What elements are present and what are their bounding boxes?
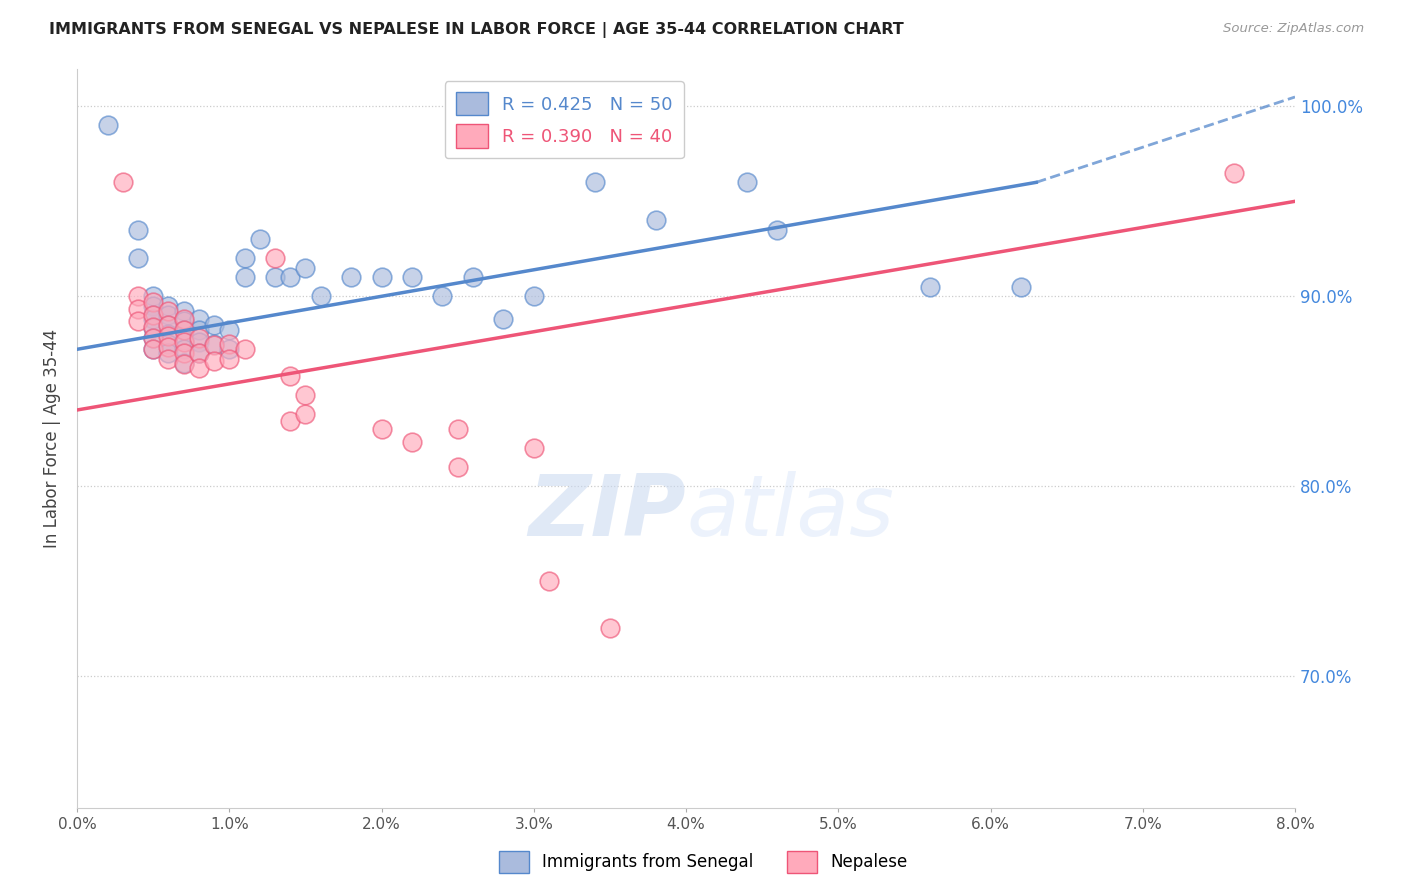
- Point: [202, 318, 225, 332]
- Point: [401, 435, 423, 450]
- Point: [173, 343, 195, 357]
- Point: [142, 319, 165, 334]
- Point: [142, 331, 165, 345]
- Point: [142, 331, 165, 345]
- Point: [157, 299, 180, 313]
- Y-axis label: In Labor Force | Age 35-44: In Labor Force | Age 35-44: [44, 329, 60, 548]
- Point: [111, 175, 134, 189]
- Point: [187, 331, 209, 345]
- Point: [599, 621, 621, 635]
- Point: [278, 368, 301, 383]
- Point: [157, 329, 180, 343]
- Point: [447, 459, 470, 474]
- Point: [187, 323, 209, 337]
- Point: [173, 323, 195, 337]
- Point: [264, 251, 287, 265]
- Point: [766, 223, 789, 237]
- Point: [157, 336, 180, 351]
- Point: [918, 279, 941, 293]
- Point: [249, 232, 271, 246]
- Point: [142, 294, 165, 309]
- Point: [127, 289, 149, 303]
- Point: [157, 318, 180, 332]
- Point: [202, 336, 225, 351]
- Point: [187, 312, 209, 326]
- Point: [142, 343, 165, 357]
- Point: [127, 251, 149, 265]
- Point: [340, 270, 363, 285]
- Point: [218, 343, 240, 357]
- Point: [127, 314, 149, 328]
- Text: IMMIGRANTS FROM SENEGAL VS NEPALESE IN LABOR FORCE | AGE 35-44 CORRELATION CHART: IMMIGRANTS FROM SENEGAL VS NEPALESE IN L…: [49, 22, 904, 38]
- Point: [173, 312, 195, 326]
- Point: [173, 314, 195, 328]
- Point: [96, 119, 118, 133]
- Text: atlas: atlas: [686, 471, 894, 554]
- Point: [233, 270, 256, 285]
- Point: [735, 175, 758, 189]
- Point: [294, 388, 316, 402]
- Point: [187, 361, 209, 376]
- Text: Source: ZipAtlas.com: Source: ZipAtlas.com: [1223, 22, 1364, 36]
- Point: [202, 353, 225, 368]
- Point: [187, 346, 209, 360]
- Point: [173, 333, 195, 347]
- Point: [173, 304, 195, 318]
- Point: [173, 334, 195, 349]
- Point: [1223, 166, 1246, 180]
- Point: [173, 355, 195, 369]
- Point: [523, 289, 546, 303]
- Point: [461, 270, 484, 285]
- Point: [294, 407, 316, 421]
- Point: [537, 574, 560, 588]
- Point: [432, 289, 454, 303]
- Point: [187, 334, 209, 349]
- Point: [127, 223, 149, 237]
- Point: [157, 351, 180, 366]
- Point: [447, 422, 470, 436]
- Point: [492, 312, 515, 326]
- Point: [370, 422, 392, 436]
- Point: [401, 270, 423, 285]
- Point: [142, 308, 165, 322]
- Point: [523, 441, 546, 455]
- Point: [644, 213, 666, 227]
- Point: [157, 346, 180, 360]
- Point: [173, 323, 195, 337]
- Point: [278, 414, 301, 428]
- Point: [1010, 279, 1032, 293]
- Point: [218, 351, 240, 366]
- Legend: R = 0.425   N = 50, R = 0.390   N = 40: R = 0.425 N = 50, R = 0.390 N = 40: [444, 81, 683, 159]
- Point: [142, 312, 165, 326]
- Point: [218, 323, 240, 337]
- Point: [264, 270, 287, 285]
- Point: [278, 270, 301, 285]
- Point: [187, 346, 209, 360]
- Point: [157, 327, 180, 342]
- Point: [157, 318, 180, 332]
- Point: [142, 308, 165, 322]
- Legend: Immigrants from Senegal, Nepalese: Immigrants from Senegal, Nepalese: [492, 845, 914, 880]
- Point: [157, 308, 180, 322]
- Point: [173, 346, 195, 360]
- Point: [583, 175, 606, 189]
- Point: [157, 340, 180, 354]
- Point: [173, 358, 195, 372]
- Point: [233, 343, 256, 357]
- Point: [142, 343, 165, 357]
- Point: [233, 251, 256, 265]
- Point: [157, 304, 180, 318]
- Point: [309, 289, 332, 303]
- Point: [218, 336, 240, 351]
- Point: [370, 270, 392, 285]
- Point: [202, 338, 225, 352]
- Point: [294, 260, 316, 275]
- Point: [142, 299, 165, 313]
- Text: ZIP: ZIP: [529, 471, 686, 554]
- Point: [127, 302, 149, 317]
- Point: [142, 321, 165, 335]
- Point: [142, 289, 165, 303]
